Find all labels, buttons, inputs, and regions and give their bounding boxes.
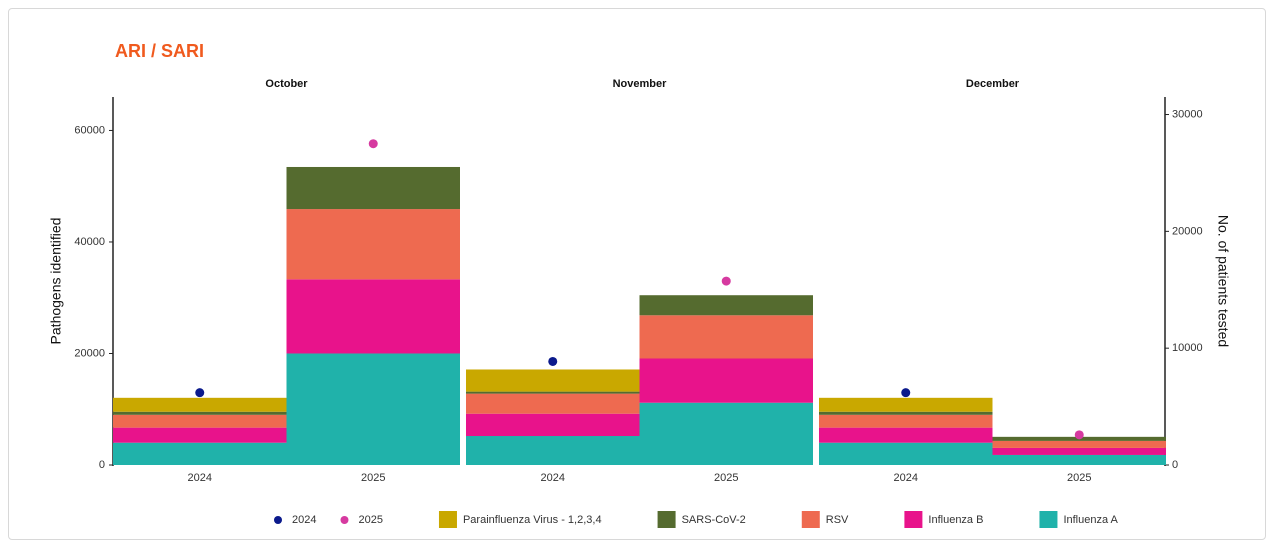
x-tick-label: 2025 (361, 472, 385, 484)
y-tick-label: 40000 (74, 236, 105, 248)
legend-label: Influenza A (1063, 514, 1118, 526)
bar-segment (466, 369, 640, 392)
facet-title: December (966, 78, 1020, 90)
bar-segment (992, 440, 1166, 448)
bar-segment (639, 358, 813, 403)
bar-segment (113, 414, 287, 428)
bar-segment (992, 454, 1166, 465)
x-tick-label: 2024 (894, 472, 918, 484)
patients-dot (901, 388, 911, 398)
x-tick-label: 2024 (188, 472, 212, 484)
legend-swatch (801, 511, 820, 528)
legend-label: SARS-CoV-2 (682, 514, 746, 526)
legend-marker (274, 516, 282, 524)
bar-segment (466, 391, 640, 394)
legend-label: 2025 (358, 514, 382, 526)
y-tick-label: 20000 (74, 347, 105, 359)
bar-segment (286, 166, 460, 210)
patients-dot (548, 356, 558, 366)
chart-title: ARI / SARI (115, 41, 204, 61)
legend-label: 2024 (292, 514, 316, 526)
legend-swatch (904, 511, 923, 528)
bar-segment (639, 402, 813, 465)
patients-dot (195, 388, 205, 398)
bar-segment (819, 414, 993, 428)
bar-segment (113, 411, 287, 415)
bar-segment (819, 427, 993, 443)
x-tick-label: 2025 (1067, 472, 1091, 484)
bar-segment (113, 427, 287, 443)
bar-segment (639, 315, 813, 359)
bar-segment (113, 442, 287, 465)
patients-dot (1074, 430, 1084, 440)
bar-segment (639, 295, 813, 316)
bar-segment (466, 413, 640, 437)
bar-segment (113, 397, 287, 412)
bar-segment (819, 442, 993, 465)
bar-segment (992, 447, 1166, 455)
bar-segment (286, 353, 460, 465)
legend-swatch (1039, 511, 1058, 528)
bar-segment (286, 279, 460, 354)
legend-label: RSV (826, 514, 849, 526)
bar-segment (819, 397, 993, 412)
y-tick-label: 60000 (74, 124, 105, 136)
bar-segment (466, 393, 640, 414)
legend-swatch (657, 511, 676, 528)
x-tick-label: 2025 (714, 472, 738, 484)
y2-tick-label: 0 (1172, 459, 1178, 471)
y2-axis-label: No. of patients tested (1215, 215, 1231, 347)
facet-title: November (613, 78, 668, 90)
legend-label: Parainfluenza Virus - 1,2,3,4 (463, 514, 602, 526)
legend-swatch (438, 511, 457, 528)
y-axis-label: Pathogens identified (48, 218, 64, 345)
y2-tick-label: 20000 (1172, 225, 1203, 237)
patients-dot (368, 139, 378, 149)
patients-dot (721, 276, 731, 286)
y-tick-label: 0 (99, 459, 105, 471)
y2-tick-label: 30000 (1172, 108, 1203, 120)
bar-segment (286, 209, 460, 280)
y2-tick-label: 10000 (1172, 342, 1203, 354)
facet-title: October (265, 78, 308, 90)
bar-segment (466, 436, 640, 465)
x-tick-label: 2024 (541, 472, 565, 484)
bar-segment (819, 411, 993, 415)
legend-label: Influenza B (928, 514, 983, 526)
legend-marker (340, 516, 349, 524)
